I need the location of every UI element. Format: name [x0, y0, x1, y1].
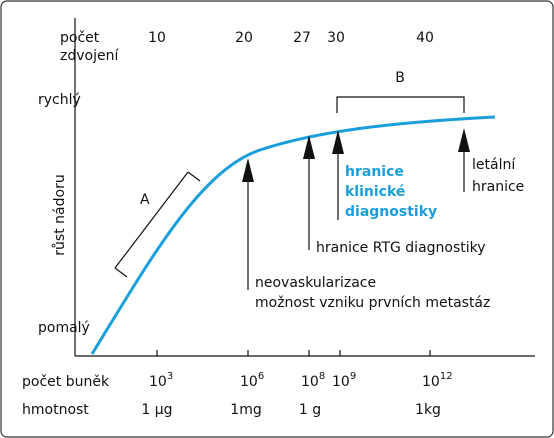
- x-ticks: [156, 350, 431, 356]
- annotation: letální: [472, 157, 516, 173]
- annotation: hranice RTG diagnostiky: [316, 240, 486, 256]
- tick-label: 103: [149, 371, 173, 390]
- tick-label: 1 g: [299, 402, 321, 418]
- tick-label: 1kg: [415, 402, 441, 418]
- annotation: hranice: [345, 164, 404, 180]
- tick-label: 30: [327, 30, 345, 46]
- arrows: [242, 128, 470, 290]
- base: 10: [332, 374, 350, 390]
- base: 10: [149, 374, 167, 390]
- exponent: 3: [167, 371, 173, 382]
- base: 10: [301, 374, 319, 390]
- tick-label: 10: [148, 30, 166, 46]
- base: 10: [422, 374, 440, 390]
- tick-label: 27: [293, 30, 311, 46]
- tick-label: 20: [235, 30, 253, 46]
- annotation: neovaskularizace: [255, 275, 376, 291]
- tick-label: 40: [416, 30, 434, 46]
- tick-label: 108: [301, 371, 325, 390]
- exponent: 9: [350, 371, 356, 382]
- tick-label: 109: [332, 371, 356, 390]
- tick-label: 106: [240, 371, 264, 390]
- tick-label: 1012: [422, 371, 453, 390]
- label: zdvojení: [60, 48, 119, 64]
- label: hmotnost: [22, 402, 89, 418]
- bracket-label: A: [140, 192, 150, 208]
- cell-ticks: 103 106 108 109 1012: [149, 371, 453, 390]
- annotation: hranice: [472, 179, 524, 195]
- label: počet: [60, 30, 100, 46]
- label: rychlý: [38, 92, 81, 108]
- bracket-b: [336, 96, 465, 113]
- tick-label: 1 µg: [141, 402, 172, 418]
- label: počet buněk: [22, 374, 110, 390]
- exponent: 6: [258, 371, 264, 382]
- tick-label: 1mg: [230, 402, 261, 418]
- annotation: klinické: [345, 184, 405, 200]
- bracket-a: [114, 171, 201, 278]
- bracket-label: B: [395, 70, 405, 86]
- axis-label: růst nádoru: [52, 174, 68, 255]
- exponent: 12: [440, 371, 453, 382]
- base: 10: [240, 374, 258, 390]
- annotation: diagnostiky: [345, 204, 437, 220]
- annotation: možnost vzniku prvních metastáz: [255, 295, 490, 311]
- label: pomalý: [38, 320, 90, 336]
- growth-curve: [90, 115, 496, 355]
- exponent: 8: [319, 371, 325, 382]
